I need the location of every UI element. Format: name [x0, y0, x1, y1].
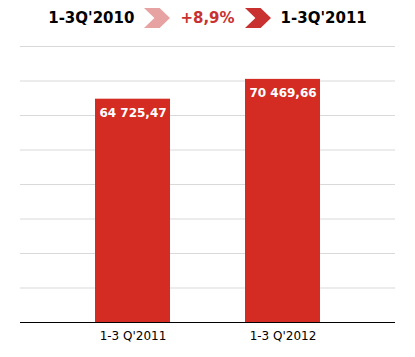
svg-text:64 725,47: 64 725,47 [99, 106, 166, 120]
html-text:1-3Q'2010: 1-3Q'2010 [48, 9, 135, 27]
html-text:1-3Q'2011: 1-3Q'2011 [280, 9, 367, 27]
svg-text:70 469,66: 70 469,66 [249, 86, 316, 100]
html-text:+8,9%: +8,9% [180, 9, 235, 27]
svg-text:1-3 Q'2011: 1-3 Q'2011 [100, 329, 167, 343]
svg-text:1-3 Q'2012: 1-3 Q'2012 [250, 329, 317, 343]
